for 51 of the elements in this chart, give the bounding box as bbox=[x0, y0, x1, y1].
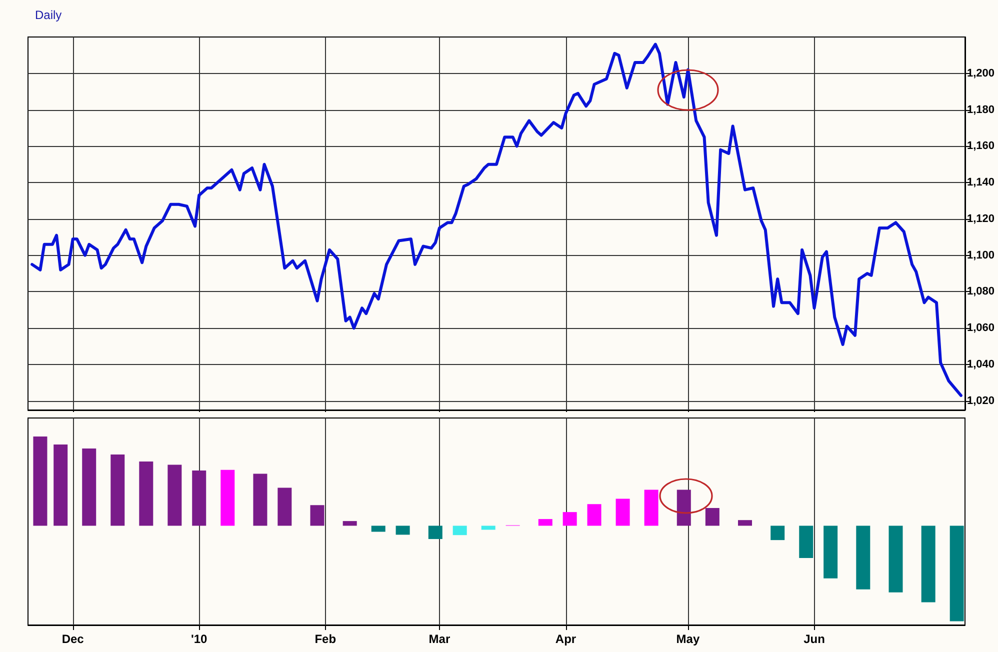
y-tick-label: 1,180 bbox=[967, 104, 995, 116]
bar bbox=[278, 488, 292, 526]
bar bbox=[950, 526, 964, 622]
bar bbox=[888, 526, 903, 592]
bar bbox=[220, 470, 235, 526]
x-tick-label: Apr bbox=[555, 632, 576, 646]
y-tick-label: 1,060 bbox=[967, 322, 995, 334]
x-tick-label: Dec bbox=[62, 632, 84, 646]
bar bbox=[799, 526, 814, 558]
x-tick-label: Mar bbox=[428, 632, 450, 646]
bar bbox=[253, 474, 268, 526]
bar bbox=[110, 454, 125, 526]
bar bbox=[538, 519, 552, 526]
y-tick-label: 1,140 bbox=[967, 176, 995, 189]
bar bbox=[824, 526, 838, 578]
bar bbox=[428, 526, 442, 540]
y-tick-label: 1,100 bbox=[967, 249, 995, 262]
bar bbox=[33, 436, 48, 526]
bar bbox=[54, 444, 68, 526]
bar bbox=[856, 526, 870, 590]
x-tick-label: Feb bbox=[314, 632, 336, 646]
bar bbox=[481, 526, 496, 530]
bar bbox=[168, 464, 182, 526]
bar bbox=[738, 520, 752, 526]
chart-title: Daily bbox=[35, 8, 62, 22]
y-tick-label: 1,020 bbox=[967, 394, 995, 407]
bar bbox=[705, 508, 720, 526]
line-series bbox=[30, 42, 962, 397]
y-tick-label: 1,200 bbox=[967, 67, 995, 80]
bar bbox=[644, 490, 658, 526]
y-tick-label: 1,160 bbox=[967, 140, 995, 152]
bar bbox=[921, 526, 936, 602]
bar bbox=[192, 470, 206, 526]
bar bbox=[342, 521, 357, 526]
bar bbox=[616, 498, 630, 526]
bar bbox=[139, 462, 154, 526]
bar bbox=[452, 526, 467, 536]
x-tick-label: Jun bbox=[804, 632, 825, 646]
x-tick-label: '10 bbox=[191, 632, 208, 646]
bar bbox=[371, 526, 386, 532]
bar bbox=[587, 504, 602, 526]
y-tick-label: 1,120 bbox=[967, 212, 995, 225]
bar bbox=[82, 448, 96, 526]
y-tick-label: 1,040 bbox=[967, 358, 995, 371]
bar bbox=[770, 526, 785, 540]
x-tick-label: May bbox=[676, 632, 700, 646]
bar bbox=[396, 526, 410, 535]
bar bbox=[562, 512, 577, 526]
bar bbox=[310, 505, 324, 526]
y-tick-label: 1,080 bbox=[967, 286, 995, 298]
bar bbox=[676, 490, 691, 526]
